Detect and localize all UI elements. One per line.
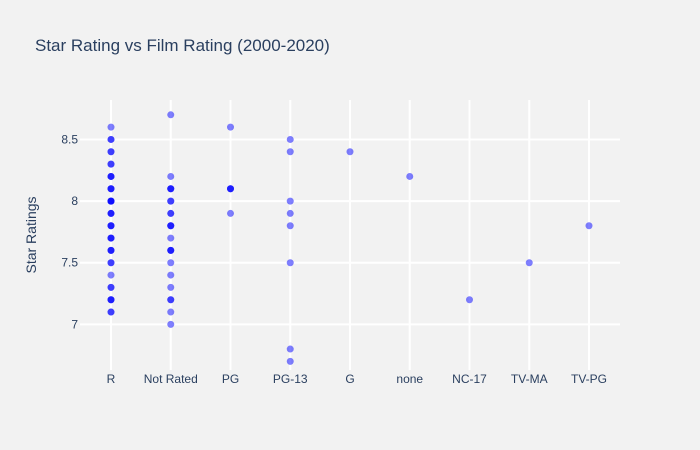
data-point <box>107 123 115 131</box>
x-tick-label: NC-17 <box>452 372 487 386</box>
data-point <box>346 148 354 156</box>
x-tick-label: R <box>107 372 116 386</box>
data-point <box>286 222 294 230</box>
data-point <box>107 160 115 168</box>
x-tick-label: PG <box>222 372 239 386</box>
data-point <box>107 209 115 217</box>
data-point <box>167 185 175 193</box>
data-points <box>107 111 593 365</box>
y-tick-label: 7.5 <box>61 256 78 270</box>
data-point <box>167 271 175 279</box>
data-point <box>227 209 234 217</box>
x-tick-label: TV-MA <box>511 372 548 386</box>
data-point <box>286 197 294 205</box>
data-point <box>167 320 175 328</box>
data-point <box>107 148 115 156</box>
y-tick-label: 7 <box>71 317 78 331</box>
data-point <box>286 209 294 217</box>
y-tick-labels: 7 7.5 8 8.5 <box>61 132 78 331</box>
data-point <box>167 172 175 180</box>
data-point <box>107 296 115 304</box>
data-point <box>107 246 115 254</box>
data-point <box>107 308 115 316</box>
x-tick-label: G <box>345 372 354 386</box>
data-point <box>167 222 175 230</box>
x-tick-label: PG-13 <box>273 372 308 386</box>
data-point <box>107 283 115 291</box>
data-point <box>167 111 175 119</box>
x-tick-label: Not Rated <box>144 372 198 386</box>
data-point <box>286 345 294 353</box>
data-point <box>107 222 115 230</box>
data-point <box>167 283 175 291</box>
data-point <box>107 197 115 205</box>
data-point <box>107 172 115 180</box>
data-point <box>286 259 294 267</box>
data-point <box>107 135 115 143</box>
x-tick-label: none <box>396 372 423 386</box>
data-point <box>107 185 115 193</box>
y-tick-label: 8 <box>71 194 78 208</box>
y-axis-title: Star Ratings <box>23 196 39 273</box>
data-point <box>167 197 175 205</box>
data-point <box>167 259 175 267</box>
data-point <box>406 172 414 180</box>
data-point <box>107 259 115 267</box>
x-tick-label: TV-PG <box>571 372 607 386</box>
data-point <box>167 308 175 316</box>
data-point <box>286 135 294 143</box>
chart-title: Star Rating vs Film Rating (2000-2020) <box>35 36 330 55</box>
gridlines <box>80 100 620 370</box>
data-point <box>167 246 175 254</box>
data-point <box>107 271 115 279</box>
data-point <box>167 296 175 304</box>
data-point <box>286 148 294 156</box>
data-point <box>167 234 175 242</box>
data-point <box>585 222 593 230</box>
y-tick-label: 8.5 <box>61 132 78 146</box>
data-point <box>107 234 115 242</box>
data-point <box>167 209 175 217</box>
data-point <box>227 185 234 193</box>
data-point <box>227 123 234 131</box>
data-point <box>286 357 294 365</box>
data-point <box>466 296 473 304</box>
data-point <box>525 259 533 267</box>
